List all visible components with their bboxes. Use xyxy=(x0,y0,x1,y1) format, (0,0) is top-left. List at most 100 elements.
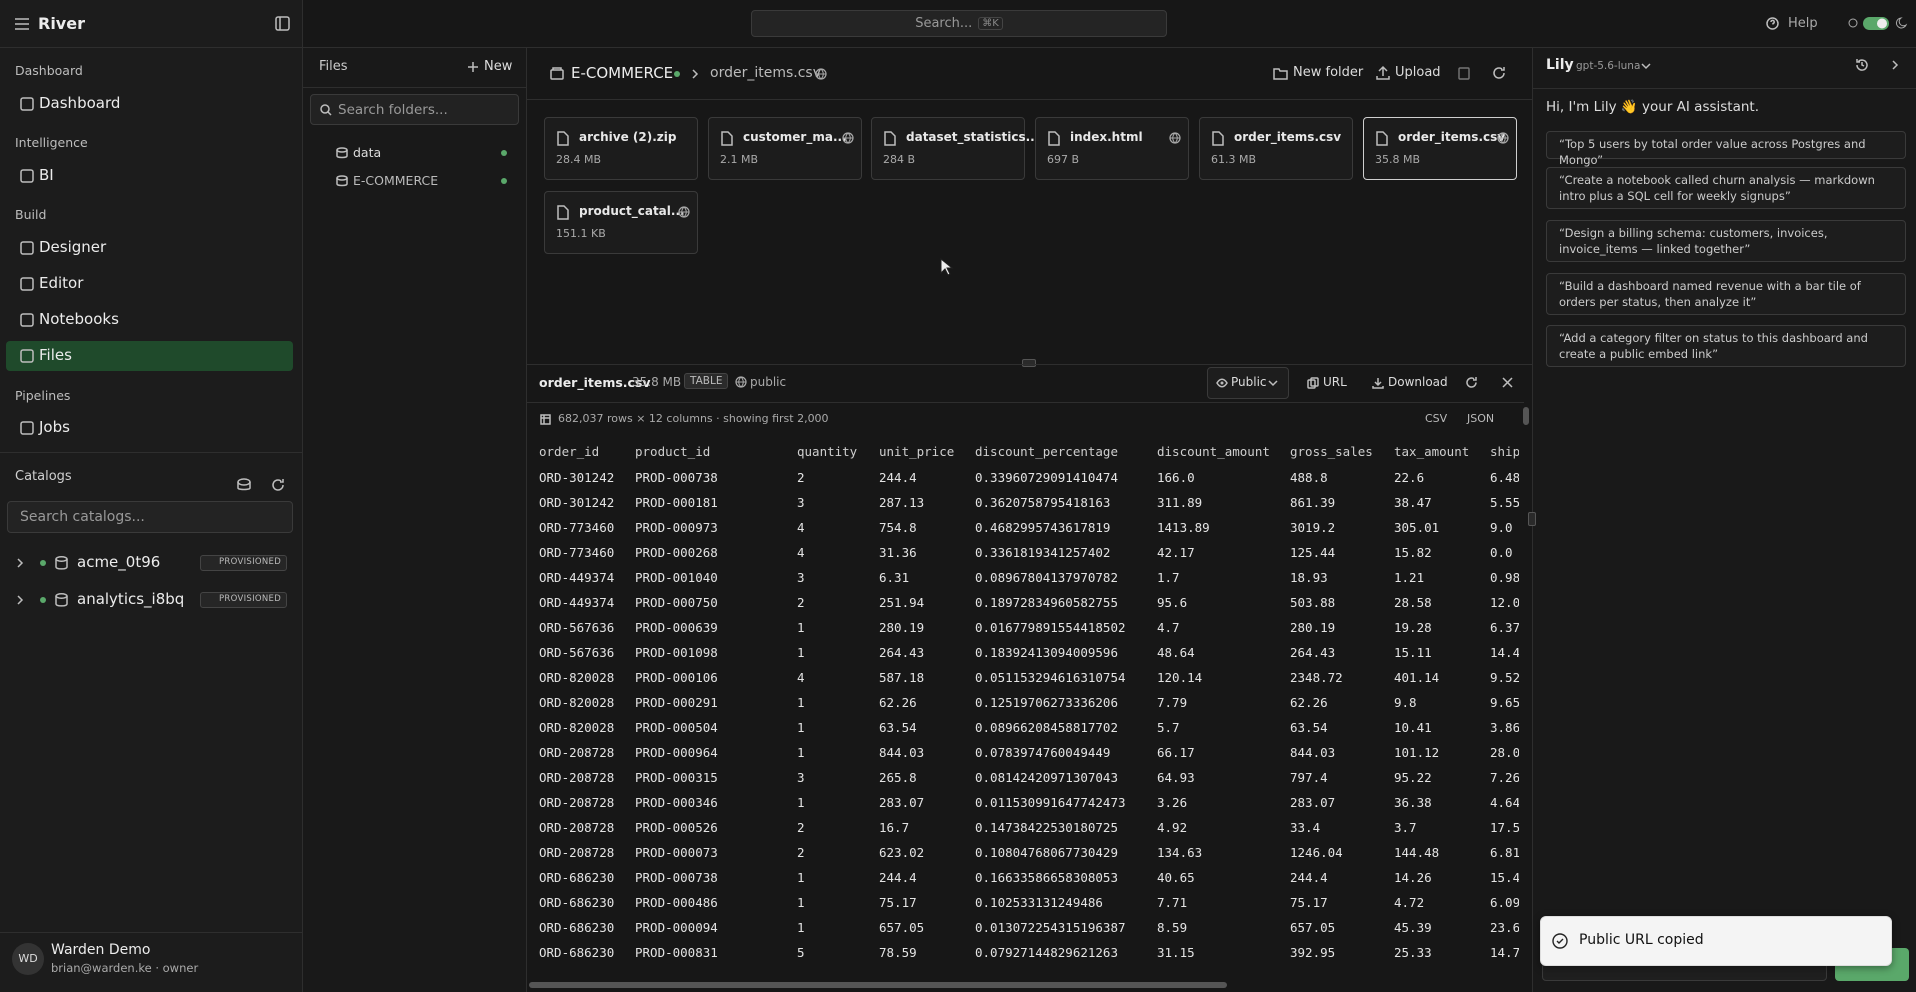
column-header: unit_price xyxy=(879,444,955,459)
suggestion-chip[interactable]: “Build a dashboard named revenue with a … xyxy=(1546,273,1906,315)
cursor xyxy=(940,257,954,276)
nav-item[interactable]: Notebooks xyxy=(39,310,119,328)
nav-active-bg xyxy=(6,341,293,371)
nav-item[interactable]: Designer xyxy=(39,238,107,256)
upload-icon[interactable] xyxy=(1376,65,1390,80)
table-cell: 3.7 xyxy=(1394,820,1417,835)
download-button[interactable]: Download xyxy=(1388,375,1448,389)
column-header: discount_percentage xyxy=(975,444,1118,459)
table-cell: 134.63 xyxy=(1157,845,1203,860)
nav-item[interactable]: Editor xyxy=(39,274,84,292)
catalog-add-icon[interactable] xyxy=(237,478,251,492)
table-cell: 1.7 xyxy=(1157,570,1180,585)
refresh-icon[interactable] xyxy=(1492,66,1506,80)
nav-item[interactable]: BI xyxy=(39,166,54,184)
table-cell: 657.05 xyxy=(1290,920,1336,935)
theme-toggle[interactable] xyxy=(1847,15,1908,31)
table-cell: 6.81 xyxy=(1490,845,1519,860)
upload-button[interactable]: Upload xyxy=(1395,65,1441,80)
catalog-name[interactable]: analytics_i8bq xyxy=(77,590,185,608)
table-cell: PROD-000106 xyxy=(635,670,718,685)
catalog-refresh-icon[interactable] xyxy=(271,478,285,492)
folder-search[interactable]: Search folders... xyxy=(310,94,519,125)
download-icon[interactable] xyxy=(1372,377,1384,389)
database-icon xyxy=(55,556,68,570)
format-csv[interactable]: CSV xyxy=(1425,412,1448,425)
model-selector[interactable]: gpt-5.6-luna xyxy=(1576,60,1641,72)
table-cell: 244.4 xyxy=(879,470,917,485)
folder-item[interactable]: E-COMMERCE xyxy=(353,173,439,188)
search-bar[interactable]: Search... ⌘K xyxy=(751,10,1167,37)
panel-resize-handle[interactable] xyxy=(1528,512,1536,526)
file-card[interactable] xyxy=(1199,117,1353,180)
catalog-name[interactable]: acme_0t96 xyxy=(77,553,161,571)
folder-item[interactable]: data xyxy=(353,145,382,160)
file-icon xyxy=(557,131,569,146)
breadcrumb-dot xyxy=(674,71,680,77)
file-card[interactable] xyxy=(544,191,698,254)
refresh-icon[interactable] xyxy=(1465,376,1478,389)
table-cell: PROD-000750 xyxy=(635,595,718,610)
sidebar-footer-divider xyxy=(0,932,303,933)
close-icon[interactable] xyxy=(1502,377,1513,388)
table-cell: 6.37 xyxy=(1490,620,1519,635)
database-icon xyxy=(55,593,68,607)
catalogs-title: Catalogs xyxy=(15,469,72,484)
plus-icon[interactable] xyxy=(468,62,478,72)
file-card[interactable] xyxy=(544,117,698,180)
table-cell: 1 xyxy=(797,795,805,810)
table-cell: 2 xyxy=(797,845,805,860)
new-button[interactable]: New xyxy=(484,59,513,74)
help-button[interactable]: Help xyxy=(1788,16,1818,31)
table-cell: 6.48 xyxy=(1490,470,1519,485)
table-cell: 1 xyxy=(797,645,805,660)
menu-icon[interactable] xyxy=(14,17,30,31)
table-cell: ORD-773460 xyxy=(539,520,615,535)
table-cell: 15.4 xyxy=(1490,870,1519,885)
nav-item[interactable]: Dashboard xyxy=(39,94,121,112)
breadcrumb-root[interactable]: E-COMMERCE xyxy=(571,64,674,82)
file-card[interactable] xyxy=(1363,117,1517,180)
format-json[interactable]: JSON xyxy=(1467,412,1495,425)
table-cell: 3 xyxy=(797,570,805,585)
nav-item[interactable]: Jobs xyxy=(39,418,70,436)
horizontal-scrollbar[interactable] xyxy=(529,982,1227,988)
file-card[interactable] xyxy=(871,117,1025,180)
nav-section-label: Pipelines xyxy=(15,388,71,403)
suggestion-chip[interactable]: “Top 5 users by total order value across… xyxy=(1546,131,1906,167)
search-placeholder: Search... xyxy=(915,16,973,31)
table-cell: 17.5 xyxy=(1490,820,1519,835)
table-cell: PROD-000291 xyxy=(635,695,718,710)
file-size: 284 B xyxy=(883,153,916,166)
history-icon[interactable] xyxy=(1855,58,1869,72)
file-card[interactable] xyxy=(1035,117,1189,180)
catalog-search[interactable]: Search catalogs... xyxy=(7,501,293,533)
vertical-scrollbar[interactable] xyxy=(1523,407,1529,425)
new-folder-button[interactable]: New folder xyxy=(1293,65,1364,80)
toast-check-icon xyxy=(1552,933,1568,949)
table-cell: 33.4 xyxy=(1290,820,1321,835)
file-card[interactable] xyxy=(708,117,862,180)
column-header: quantity xyxy=(797,444,858,459)
collapse-icon[interactable] xyxy=(1890,60,1900,70)
resize-handle[interactable] xyxy=(1022,359,1036,367)
link-icon[interactable] xyxy=(1307,377,1319,389)
new-folder-icon[interactable] xyxy=(1273,67,1288,80)
suggestion-chip[interactable]: “Add a category filter on status to this… xyxy=(1546,325,1906,367)
user-name[interactable]: Warden Demo xyxy=(51,942,151,958)
clipboard-icon[interactable] xyxy=(1458,66,1470,80)
table-cell: 0.011530991647742473 xyxy=(975,795,1126,810)
table-cell: 7.26 xyxy=(1490,770,1519,785)
help-icon[interactable] xyxy=(1766,17,1779,30)
table-cell: 1 xyxy=(797,920,805,935)
url-button[interactable]: URL xyxy=(1323,375,1347,389)
nav-item[interactable]: Files xyxy=(39,346,72,364)
table-cell: 3.86 xyxy=(1490,720,1519,735)
table-cell: 166.0 xyxy=(1157,470,1195,485)
sidebar-toggle[interactable] xyxy=(275,16,290,31)
suggestion-chip[interactable]: “Create a notebook called churn analysis… xyxy=(1546,167,1906,209)
files-panel xyxy=(303,48,527,992)
folder-icon xyxy=(336,175,348,187)
suggestion-chip[interactable]: “Design a billing schema: customers, inv… xyxy=(1546,220,1906,262)
